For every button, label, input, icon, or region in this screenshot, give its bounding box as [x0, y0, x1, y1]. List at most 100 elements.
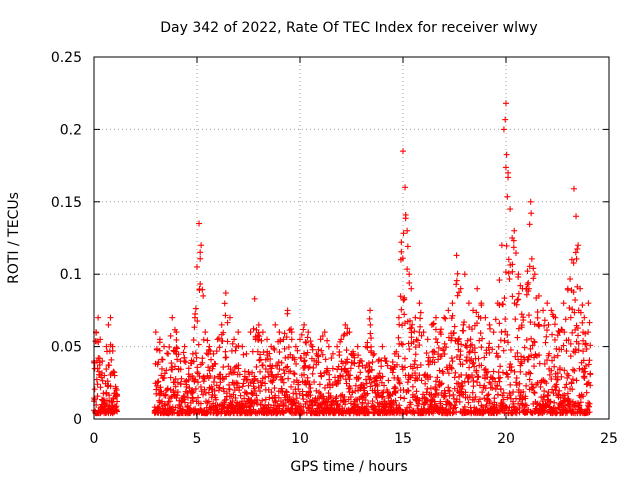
data-point: [528, 335, 535, 342]
data-point: [240, 351, 247, 358]
data-point: [155, 378, 162, 385]
data-point: [215, 335, 222, 342]
data-point: [183, 383, 190, 390]
data-point: [254, 396, 261, 403]
data-point: [232, 394, 239, 401]
data-point: [295, 381, 302, 388]
data-point: [340, 397, 347, 404]
data-point: [200, 336, 207, 343]
data-point: [586, 319, 593, 326]
data-point: [498, 242, 505, 249]
data-point: [322, 356, 329, 363]
data-point: [490, 368, 497, 375]
data-point: [181, 393, 188, 400]
data-point: [189, 389, 196, 396]
data-point: [507, 381, 514, 388]
data-point: [243, 389, 250, 396]
data-point: [288, 336, 295, 343]
data-point: [298, 331, 305, 338]
data-point: [293, 395, 300, 402]
data-point: [162, 392, 169, 399]
data-point: [257, 388, 264, 395]
data-point: [285, 375, 292, 382]
data-point: [503, 151, 510, 158]
data-point: [379, 343, 386, 350]
data-point: [291, 371, 298, 378]
data-point: [304, 334, 311, 341]
data-point: [190, 337, 197, 344]
data-point: [266, 394, 273, 401]
data-point: [467, 336, 474, 343]
data-point: [241, 373, 248, 380]
data-point: [417, 309, 424, 316]
data-point: [406, 279, 413, 286]
data-point: [267, 356, 274, 363]
data-point: [579, 302, 586, 309]
data-point: [367, 321, 374, 328]
data-point: [243, 350, 250, 357]
data-point: [417, 323, 424, 330]
data-point: [572, 249, 579, 256]
data-point: [301, 321, 308, 328]
data-point: [497, 385, 504, 392]
data-point: [191, 324, 198, 331]
data-point: [198, 242, 205, 249]
data-point: [290, 396, 297, 403]
data-point: [298, 355, 305, 362]
data-point: [283, 389, 290, 396]
data-point: [510, 388, 517, 395]
data-point: [543, 327, 550, 334]
y-axis-label: ROTI / TECUs: [6, 192, 22, 284]
data-point: [585, 361, 592, 368]
data-point: [112, 385, 119, 392]
data-point: [181, 354, 188, 361]
data-point: [507, 367, 514, 374]
data-point: [235, 362, 242, 369]
data-point: [189, 394, 196, 401]
data-point: [93, 338, 100, 345]
data-point: [105, 321, 112, 328]
data-point: [207, 348, 214, 355]
data-point: [365, 368, 372, 375]
data-point: [211, 387, 218, 394]
data-point: [360, 387, 367, 394]
data-point: [275, 359, 282, 366]
data-point: [542, 339, 549, 346]
data-point: [271, 385, 278, 392]
data-point: [237, 392, 244, 399]
data-point: [496, 277, 503, 284]
data-point: [335, 363, 342, 370]
data-point: [400, 148, 406, 155]
data-point: [197, 249, 204, 256]
data-point: [357, 393, 364, 400]
data-point: [363, 391, 370, 398]
data-point: [486, 321, 493, 328]
data-point: [287, 351, 294, 358]
data-point: [99, 377, 106, 384]
data-point: [531, 271, 538, 278]
data-point: [452, 369, 459, 376]
data-point: [223, 354, 230, 361]
data-point: [272, 321, 279, 328]
data-point: [545, 321, 552, 328]
data-point: [454, 292, 461, 299]
data-point: [512, 379, 519, 386]
data-point: [192, 350, 199, 357]
data-point: [427, 385, 434, 392]
data-point: [528, 210, 535, 217]
data-point: [505, 270, 512, 277]
data-point: [527, 198, 534, 205]
data-point: [189, 350, 196, 357]
data-point: [284, 307, 291, 314]
data-point: [197, 400, 204, 407]
data-point: [500, 347, 507, 354]
data-point: [501, 295, 508, 302]
data-point: [250, 406, 257, 413]
data-point: [568, 380, 575, 387]
data-point: [319, 351, 326, 358]
data-point: [249, 390, 256, 397]
data-point: [222, 348, 229, 355]
data-point: [194, 263, 200, 270]
data-point: [192, 305, 199, 312]
data-point: [507, 361, 514, 368]
